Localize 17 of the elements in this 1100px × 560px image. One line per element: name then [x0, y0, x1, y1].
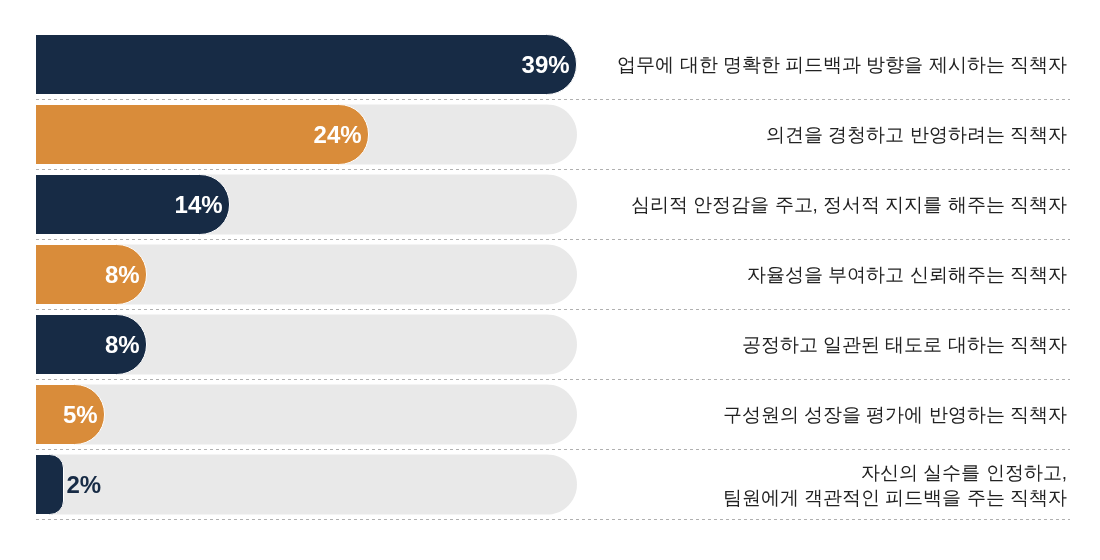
y-tick-label: 의견을 경청하고 반영하려는 직책자 — [766, 124, 1067, 146]
data-label: 5% — [62, 401, 98, 428]
y-tick-label: 자율성을 부여하고 신뢰해주는 직책자 — [747, 264, 1067, 286]
y-tick-label: 구성원의 성장을 평가에 반영하는 직책자 — [722, 404, 1067, 426]
data-label: 14% — [174, 191, 223, 218]
bar — [36, 314, 147, 375]
data-label: 24% — [313, 121, 362, 148]
y-tick-label: 자신의 실수를 인정하고, 팀원에게 객관적인 피드백을 주는 직책자 — [722, 461, 1067, 508]
data-label: 8% — [104, 261, 140, 288]
bar — [36, 244, 147, 305]
data-label: 2% — [66, 471, 102, 498]
data-label: 8% — [104, 331, 140, 358]
y-tick-label: 업무에 대한 명확한 피드백과 방향을 제시하는 직책자 — [617, 54, 1067, 76]
data-label: 39% — [521, 51, 570, 78]
y-tick-label: 심리적 안정감을 주고, 정서적 지지를 해주는 직책자 — [631, 194, 1067, 216]
y-tick-label: 공정하고 일관된 태도로 대하는 직책자 — [741, 334, 1067, 356]
bar — [36, 454, 64, 515]
